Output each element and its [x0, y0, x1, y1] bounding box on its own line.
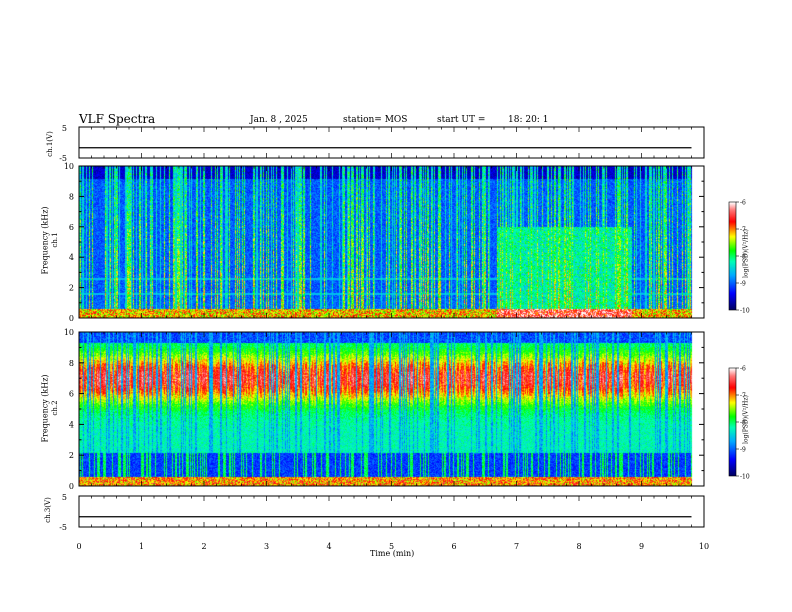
- ch1-spectrogram: [79, 166, 693, 318]
- x-tick-label: 5: [389, 542, 394, 551]
- y-tick-label: -5: [59, 523, 67, 532]
- ch2-colorbar: [729, 368, 736, 476]
- colorbar-tick-label: -10: [740, 474, 750, 481]
- colorbar-tick-label: -6: [740, 366, 746, 373]
- y-tick-label: 10: [64, 328, 74, 337]
- ch1-colorbar-label: log(PSD)(V²/Hz): [742, 229, 750, 278]
- y-tick-label: 5: [62, 124, 67, 133]
- y-tick-label: 8: [69, 192, 74, 201]
- date-label: Jan. 8 , 2025: [250, 115, 308, 125]
- y-tick-label: 2: [69, 451, 74, 460]
- colorbar-tick-label: -8: [740, 254, 746, 261]
- colorbar-tick-label: -9: [740, 281, 746, 288]
- colorbar-tick-label: -8: [740, 420, 746, 427]
- colorbar-tick-label: -7: [740, 227, 746, 234]
- station-label: station= MOS: [343, 115, 408, 125]
- ch2-colorbar-label: log(PSD)(V²/Hz): [742, 395, 750, 444]
- x-tick-label: 6: [451, 542, 456, 551]
- y-tick-label: 0: [69, 314, 74, 323]
- x-tick-label: 1: [139, 542, 144, 551]
- y-tick-label: 4: [69, 420, 74, 429]
- colorbar-tick-label: -9: [740, 447, 746, 454]
- x-tick-label: 9: [639, 542, 644, 551]
- start-label: start UT =: [437, 115, 486, 125]
- ch1-colorbar: [729, 202, 736, 310]
- ch1-voltage-ylabel: ch.1(V): [46, 131, 54, 157]
- ch1-freq-ylabel-channel: ch.1: [51, 232, 59, 248]
- ch1-freq-ylabel: Frequency (kHz): [40, 206, 50, 275]
- x-tick-label: 7: [514, 542, 519, 551]
- figure-title: VLF Spectra: [79, 112, 156, 126]
- y-tick-label: 5: [62, 493, 67, 502]
- x-axis-label: Time (min): [370, 549, 415, 558]
- start-time-label: 18: 20: 1: [508, 115, 549, 125]
- y-tick-label: 0: [69, 482, 74, 491]
- y-tick-label: 2: [69, 284, 74, 293]
- colorbar-tick-label: -10: [740, 308, 750, 315]
- colorbar-tick-label: -7: [740, 393, 746, 400]
- y-tick-label: -5: [59, 154, 67, 163]
- colorbar-frame: [728, 367, 737, 477]
- x-tick-label: 10: [699, 542, 709, 551]
- y-tick-label: 6: [69, 390, 74, 399]
- colorbar-frame: [728, 201, 737, 311]
- ch2-freq-ylabel: Frequency (kHz): [40, 374, 50, 443]
- x-tick-label: 2: [201, 542, 206, 551]
- panel-frame-2: [78, 165, 705, 319]
- ch2-freq-ylabel-channel: ch.2: [51, 400, 59, 416]
- colorbar-tick-label: -6: [740, 200, 746, 207]
- x-tick-label: 8: [576, 542, 581, 551]
- y-tick-label: 4: [69, 253, 74, 262]
- ch2-spectrogram: [79, 332, 693, 486]
- x-tick-label: 0: [76, 542, 81, 551]
- y-tick-label: 8: [69, 359, 74, 368]
- ch3-voltage-ylabel: ch.3(V): [44, 497, 52, 523]
- y-tick-label: 6: [69, 223, 74, 232]
- x-tick-label: 4: [326, 542, 331, 551]
- x-tick-label: 3: [264, 542, 269, 551]
- panel-frame-3: [78, 331, 705, 487]
- y-tick-label: 10: [64, 162, 74, 171]
